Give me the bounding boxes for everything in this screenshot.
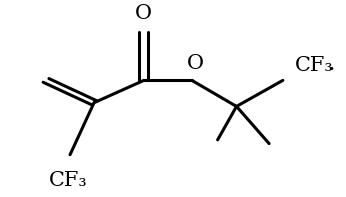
Text: O: O (135, 4, 152, 23)
Text: CF₃: CF₃ (295, 56, 334, 75)
Text: CF₃: CF₃ (49, 171, 88, 190)
Text: .: . (328, 52, 336, 75)
Text: O: O (187, 54, 204, 73)
